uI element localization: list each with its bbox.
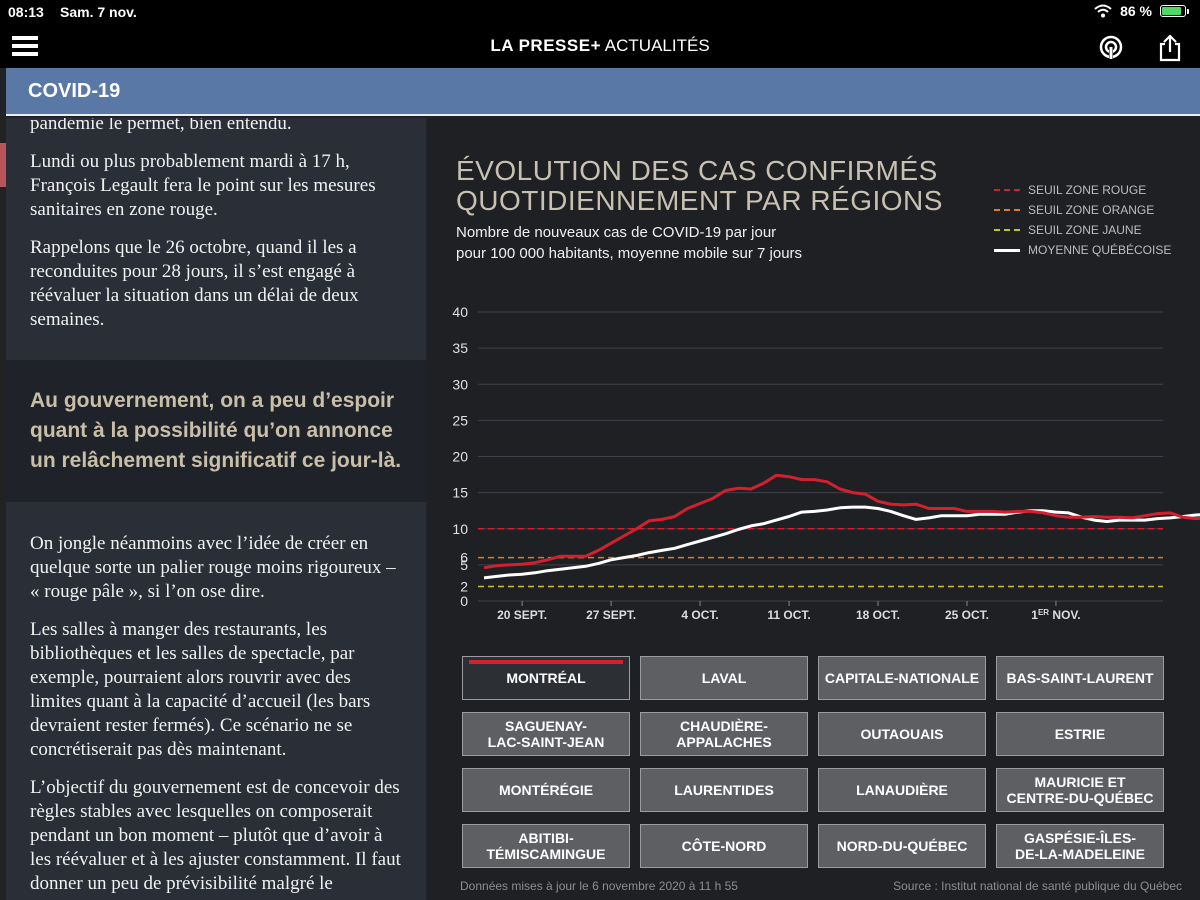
x-tick-label: 4 OCT. [681,608,718,622]
region-button[interactable]: CHAUDIÈRE- APPALACHES [640,712,808,756]
chart-source: Source : Institut national de santé publ… [893,879,1182,893]
legend-label: MOYENNE QUÉBÉCOISE [1028,243,1172,257]
status-bar: 08:13 Sam. 7 nov. 86 % [0,0,1200,24]
chart-legend: SEUIL ZONE ROUGE SEUIL ZONE ORANGE SEUIL Z… [994,180,1171,260]
pull-quote: Au gouvernement, on a peu d’espoir quant… [6,360,426,502]
chart-panel: ÉVOLUTION DES CAS CONFIRMÉS QUOTIDIENNEM… [428,118,1200,900]
legend-swatch [994,248,1020,252]
battery-icon [1160,5,1189,17]
chart-title-line: ÉVOLUTION DES CAS CONFIRMÉS [456,155,938,186]
pull-quote-text: Au gouvernement, on a peu d’espoir quant… [30,389,402,472]
section-banner: COVID-19 [6,68,1200,116]
article-paragraph: Les salles à manger des restaurants, les… [30,619,371,760]
chart-title-line: QUOTIDIENNEMENT PAR RÉGIONS [456,185,943,216]
region-button[interactable]: CAPITALE-NATIONALE [818,656,986,700]
section-label: COVID-19 [28,80,121,102]
legend-swatch [994,209,1020,211]
battery-percent: 86 % [1120,3,1152,19]
region-button[interactable]: BAS-SAINT-LAURENT [996,656,1164,700]
x-tick-label: 11 OCT. [767,608,810,622]
left-edge [0,118,6,900]
brand-section: ACTUALITÉS [604,36,710,55]
edge-marker [0,143,6,187]
series-line [483,505,1200,580]
region-button[interactable]: OUTAOUAIS [818,712,986,756]
article-column: pandémie le permet, bien entendu. Lundi … [6,118,426,900]
app-brand: LA PRESSE+ ACTUALITÉS [0,36,1200,56]
x-tick-label: 18 OCT. [856,608,900,622]
y-tick-label: 5 [460,557,468,573]
chart-update-note: Données mises à jour le 6 novembre 2020 … [460,879,738,893]
menu-button[interactable] [12,36,38,56]
x-tick-label: 20 SEPT. [497,608,547,622]
y-tick-label: 40 [452,304,468,320]
legend-item: SEUIL ZONE ORANGE [994,200,1171,220]
region-button[interactable]: CÔTE-NORD [640,824,808,868]
y-tick-label: 30 [452,376,468,392]
article-paragraph: On jongle néanmoins avec l’idée de créer… [30,533,396,602]
app-header: LA PRESSE+ ACTUALITÉS [0,24,1200,92]
x-tick-label: 27 SEPT. [586,608,636,622]
article-column-continued: On jongle néanmoins avec l’idée de créer… [6,502,426,900]
article-paragraph: Lundi ou plus probablement mardi à 17 h,… [30,151,376,220]
region-button[interactable]: NORD-DU-QUÉBEC [818,824,986,868]
brand-name: LA PRESSE+ [490,36,601,55]
status-right: 86 % [1094,3,1189,19]
region-button[interactable]: GASPÉSIE-ÎLES- DE-LA-MADELEINE [996,824,1164,868]
y-tick-label: 2 [460,579,468,595]
y-tick-label: 10 [452,521,468,537]
region-button[interactable]: MONTRÉAL [462,656,630,700]
y-tick-label: 0 [460,593,468,609]
legend-item: MOYENNE QUÉBÉCOISE [994,240,1171,260]
chart-subtitle-line: Nombre de nouveaux cas de COVID-19 par j… [456,224,777,241]
legend-label: SEUIL ZONE JAUNE [1028,223,1142,237]
y-tick-label: 25 [452,412,468,428]
y-tick-label: 6 [460,550,468,566]
wifi-icon [1094,4,1112,18]
x-tick-label: 1ER NOV. [1031,608,1080,622]
series-line [483,473,1200,570]
region-button[interactable]: LANAUDIÈRE [818,768,986,812]
region-button[interactable]: LAURENTIDES [640,768,808,812]
share-icon[interactable] [1158,34,1182,62]
y-tick-label: 35 [452,340,468,356]
region-button[interactable]: MONTÉRÉGIE [462,768,630,812]
status-time: 08:13 [8,4,44,20]
region-selector: MONTRÉAL LAVAL CAPITALE-NATIONALE BAS-SAINT… [462,656,1164,868]
legend-item: SEUIL ZONE JAUNE [994,220,1171,240]
podcast-icon[interactable] [1098,35,1124,61]
battery-fill [1162,7,1181,15]
x-tick-label: 25 OCT. [945,608,989,622]
legend-label: SEUIL ZONE ROUGE [1028,183,1147,197]
y-tick-label: 20 [452,449,468,465]
y-tick-label: 15 [452,485,468,501]
article-paragraph: Rappelons que le 26 octobre, quand il le… [30,237,359,330]
article-paragraph: L’objectif du gouvernement est de concev… [30,777,401,900]
chart-subtitle: Nombre de nouveaux cas de COVID-19 par j… [456,222,802,264]
legend-swatch [994,189,1020,191]
chart-subtitle-line: pour 100 000 habitants, moyenne mobile s… [456,245,803,262]
article-paragraph: pandémie le permet, bien entendu. [30,118,292,134]
region-button[interactable]: ESTRIE [996,712,1164,756]
chart-title: ÉVOLUTION DES CAS CONFIRMÉS QUOTIDIENNEM… [456,156,943,216]
legend-label: SEUIL ZONE ORANGE [1028,203,1155,217]
legend-swatch [994,229,1020,231]
legend-item: SEUIL ZONE ROUGE [994,180,1171,200]
status-date: Sam. 7 nov. [60,4,137,20]
region-button[interactable]: LAVAL [640,656,808,700]
region-button[interactable]: ABITIBI- TÉMISCAMINGUE [462,824,630,868]
region-button[interactable]: MAURICIE ET CENTRE-DU-QUÉBEC [996,768,1164,812]
region-button[interactable]: SAGUENAY- LAC-SAINT-JEAN [462,712,630,756]
